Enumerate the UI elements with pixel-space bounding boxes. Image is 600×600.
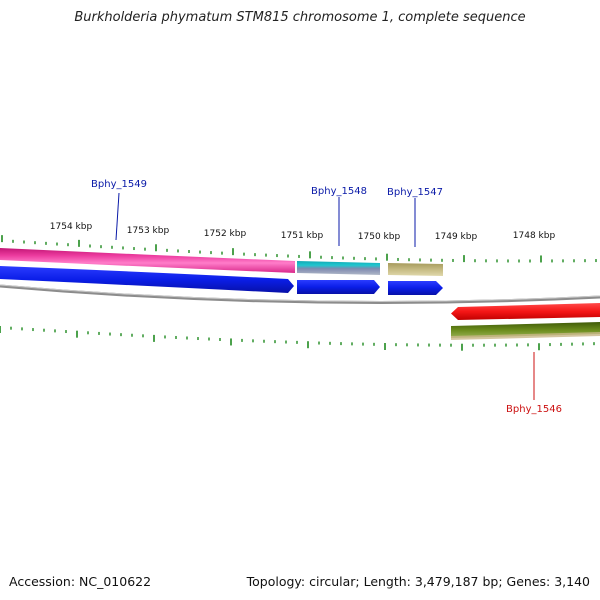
- genome-backbone: [0, 284, 600, 304]
- feature-band-khaki[interactable]: [388, 263, 443, 276]
- gene-label-group-bphy-1547[interactable]: Bphy_1547: [387, 187, 443, 247]
- ruler-label: 1754 kbp: [50, 222, 93, 232]
- map-title: Burkholderia phymatum STM815 chromosome …: [74, 10, 526, 25]
- genome-backbone-highlight: [0, 284, 600, 302]
- topology-label: Topology: circular; Length: 3,479,187 bp…: [246, 574, 590, 589]
- feature-band-cyan[interactable]: [297, 261, 380, 275]
- ruler-label: 1748 kbp: [513, 231, 556, 241]
- gene-arrow-bphy-1548[interactable]: [297, 280, 380, 294]
- inner-tick-ring: [0, 326, 595, 351]
- gene-arrow-bphy-1546[interactable]: [451, 303, 600, 320]
- gene-arrow-bphy-1547[interactable]: [388, 281, 443, 295]
- ruler-label: 1749 kbp: [435, 232, 478, 242]
- gene-arrow-bphy-1549[interactable]: [0, 266, 294, 293]
- gene-label-group-bphy-1548[interactable]: Bphy_1548: [311, 186, 367, 246]
- ruler-label: 1753 kbp: [127, 226, 170, 236]
- ruler-labels: 1754 kbp 1753 kbp 1752 kbp 1751 kbp 1750…: [50, 222, 556, 242]
- ruler-label: 1752 kbp: [204, 229, 247, 239]
- ruler-label: 1751 kbp: [281, 231, 324, 241]
- feature-band-olive-shade: [451, 332, 600, 340]
- gene-label-bphy-1546: Bphy_1546: [506, 404, 562, 415]
- gene-label-bphy-1549: Bphy_1549: [91, 179, 147, 190]
- gene-label-bphy-1547: Bphy_1547: [387, 187, 443, 198]
- gene-label-group-bphy-1546[interactable]: Bphy_1546: [506, 352, 562, 415]
- outer-tick-ring: [1, 235, 597, 263]
- leader-line: [115, 192, 120, 241]
- ruler-label: 1750 kbp: [358, 232, 401, 242]
- gene-label-group-bphy-1549[interactable]: Bphy_1549: [91, 179, 147, 241]
- accession-label: Accession: NC_010622: [9, 574, 152, 589]
- gene-label-bphy-1548: Bphy_1548: [311, 186, 367, 197]
- feature-band-magenta[interactable]: [0, 248, 295, 273]
